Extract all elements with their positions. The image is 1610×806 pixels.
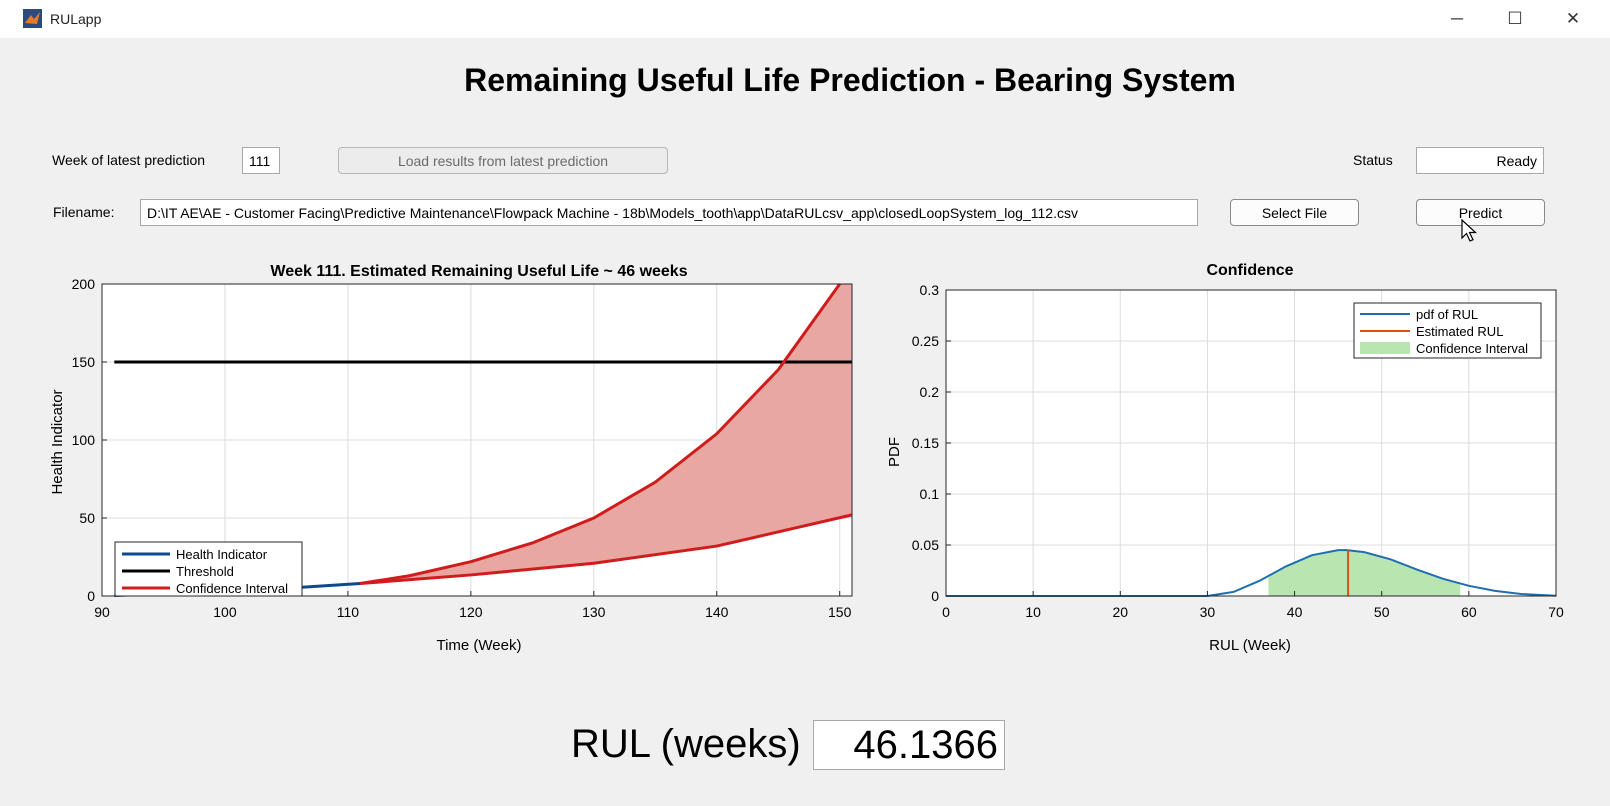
legend-threshold: Threshold xyxy=(176,564,234,579)
legend-estimated-rul: Estimated RUL xyxy=(1416,324,1503,339)
load-results-button[interactable]: Load results from latest prediction xyxy=(338,147,668,174)
legend-swatch-confidence xyxy=(1360,342,1410,354)
window-title: RULapp xyxy=(50,11,102,27)
title-bar: RULapp ─ ☐ ✕ xyxy=(0,0,1610,38)
x-axis-label: RUL (Week) xyxy=(1209,637,1291,654)
confidence-upper-line xyxy=(359,283,841,586)
chart-legend: pdf of RUL Estimated RUL Confidence Inte… xyxy=(1353,302,1542,359)
y-tick-label: 0.15 xyxy=(912,435,939,451)
filename-field[interactable]: D:\IT AE\AE - Customer Facing\Predictive… xyxy=(140,199,1198,226)
x-tick-label: 60 xyxy=(1461,604,1477,620)
minimize-button[interactable]: ─ xyxy=(1434,4,1480,34)
y-axis-label: Health Indicator xyxy=(49,389,66,494)
confidence-interval-band xyxy=(360,284,852,584)
y-tick-label: 150 xyxy=(72,354,96,370)
x-tick-label: 120 xyxy=(459,604,483,620)
x-tick-label: 100 xyxy=(213,604,237,620)
chart-title: Confidence xyxy=(1206,262,1293,279)
x-tick-label: 90 xyxy=(94,604,110,620)
x-tick-label: 70 xyxy=(1548,604,1564,620)
confidence-lower-line xyxy=(360,513,853,586)
close-button[interactable]: ✕ xyxy=(1550,4,1596,34)
minimize-icon: ─ xyxy=(1450,9,1464,28)
legend-confidence-interval: Confidence Interval xyxy=(1416,341,1528,356)
legend-health-indicator: Health Indicator xyxy=(176,547,268,562)
x-tick-label: 150 xyxy=(828,604,852,620)
y-tick-label: 0.3 xyxy=(920,282,940,298)
week-label: Week of latest prediction xyxy=(52,152,206,168)
chart-title: Week 111. Estimated Remaining Useful Lif… xyxy=(270,263,687,280)
x-tick-label: 0 xyxy=(942,604,950,620)
x-axis-label: Time (Week) xyxy=(436,637,521,654)
legend-confidence-interval: Confidence Interval xyxy=(176,581,288,596)
y-tick-label: 200 xyxy=(72,276,96,292)
select-file-button[interactable]: Select File xyxy=(1230,199,1359,226)
x-tick-label: 10 xyxy=(1025,604,1041,620)
y-tick-label: 0.25 xyxy=(912,333,939,349)
rul-label: RUL (weeks) xyxy=(571,722,801,766)
close-icon: ✕ xyxy=(1565,9,1581,28)
chart-legend: Health Indicator Threshold Confidence In… xyxy=(114,541,303,597)
y-tick-label: 0.1 xyxy=(920,486,940,502)
x-tick-label: 50 xyxy=(1374,604,1390,620)
mouse-cursor-icon xyxy=(1461,219,1478,242)
y-tick-label: 50 xyxy=(79,510,95,526)
status-field: Ready xyxy=(1416,147,1544,174)
x-tick-label: 110 xyxy=(337,604,360,620)
y-tick-label: 0.05 xyxy=(912,537,939,553)
confidence-interval-area xyxy=(1268,550,1461,596)
y-tick-label: 100 xyxy=(72,432,96,448)
filename-label: Filename: xyxy=(53,204,115,220)
maximize-icon: ☐ xyxy=(1507,9,1523,28)
y-tick-label: 0 xyxy=(931,588,939,604)
predict-button[interactable]: Predict xyxy=(1416,199,1545,226)
confidence-chart: 0 10 20 30 40 50 60 70 0 0.05 0.1 0.15 0.2 0.25 0.3 Co… xyxy=(886,262,1564,654)
x-tick-label: 30 xyxy=(1200,604,1216,620)
week-field[interactable]: 111 xyxy=(242,147,280,174)
health-indicator-chart: 90 100 110 120 130 140 150 0 50 100 150 200 Week 11… xyxy=(49,263,853,654)
rul-value-field: 46.1366 xyxy=(813,720,1005,770)
x-tick-label: 130 xyxy=(582,604,606,620)
legend-pdf-of-rul: pdf of RUL xyxy=(1416,307,1478,322)
maximize-button[interactable]: ☐ xyxy=(1492,4,1538,34)
page-title: Remaining Useful Life Prediction - Beari… xyxy=(464,62,1236,98)
x-tick-label: 20 xyxy=(1112,604,1128,620)
pdf-line xyxy=(946,549,1557,597)
x-tick-label: 40 xyxy=(1287,604,1303,620)
matlab-app-icon xyxy=(23,9,42,28)
status-label: Status xyxy=(1353,152,1393,168)
y-axis-label: PDF xyxy=(886,437,903,467)
y-tick-label: 0.2 xyxy=(920,384,940,400)
x-tick-label: 140 xyxy=(705,604,729,620)
y-tick-label: 0 xyxy=(87,588,95,604)
